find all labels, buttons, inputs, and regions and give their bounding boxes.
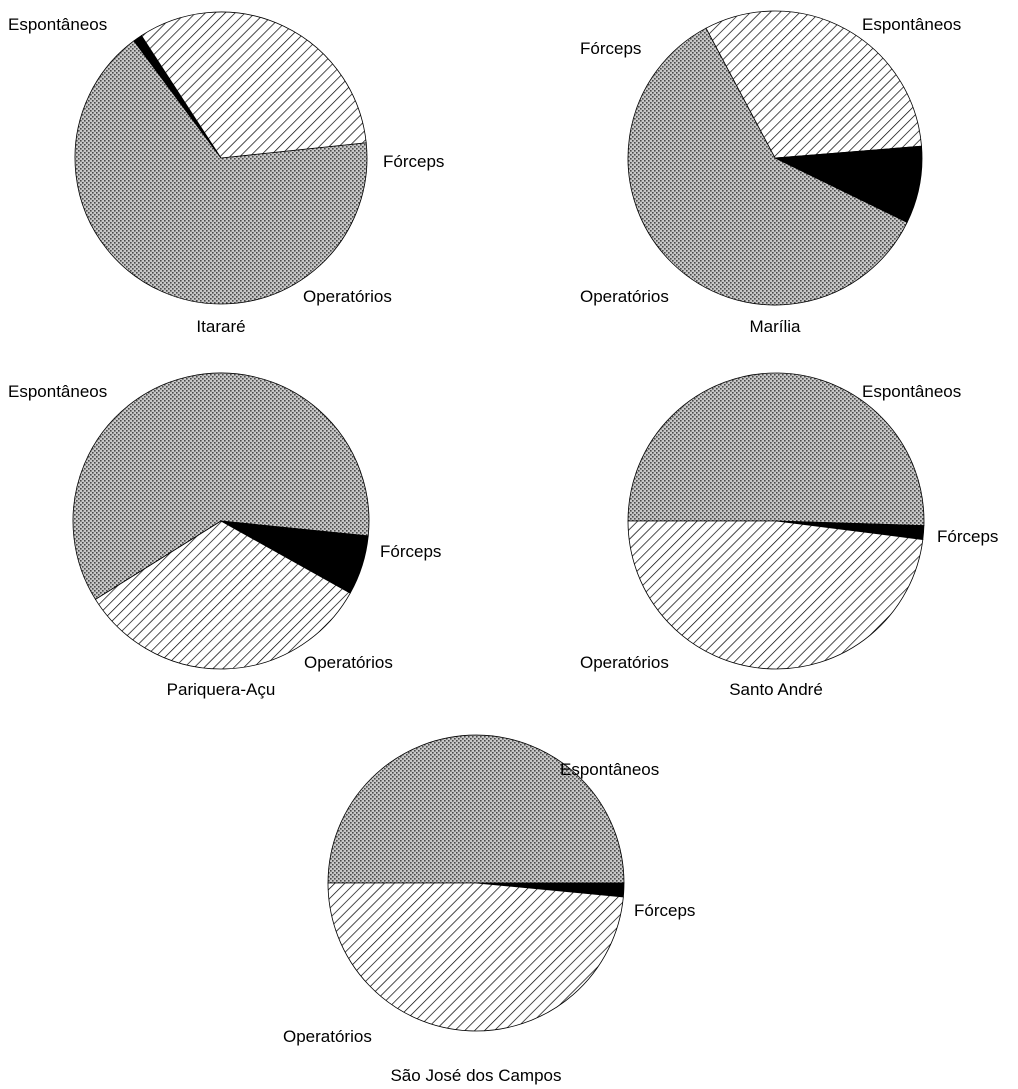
pie-chart-marilia: Espontâneos Fórceps Operatórios Marília bbox=[580, 10, 961, 336]
pie-slice-operatorios bbox=[140, 11, 367, 159]
chart-title: Marília bbox=[749, 317, 801, 336]
chart-title: Pariquera-Açu bbox=[167, 680, 276, 699]
slice-label-operatorios: Operatórios bbox=[580, 287, 669, 306]
slice-label-forceps: Fórceps bbox=[937, 527, 998, 546]
pie-slice-operatorios bbox=[327, 882, 624, 1032]
slice-label-espontaneos: Espontâneos bbox=[862, 15, 961, 34]
pie-slice-operatorios bbox=[94, 520, 351, 670]
chart-title: Itararé bbox=[196, 317, 245, 336]
slice-label-forceps: Fórceps bbox=[383, 152, 444, 171]
slice-label-espontaneos: Espontâneos bbox=[8, 15, 107, 34]
slice-label-operatorios: Operatórios bbox=[283, 1027, 372, 1046]
slice-label-espontaneos: Espontâneos bbox=[8, 382, 107, 401]
slice-label-forceps: Fórceps bbox=[580, 39, 641, 58]
slice-label-forceps: Fórceps bbox=[380, 542, 441, 561]
slice-label-espontaneos: Espontâneos bbox=[862, 382, 961, 401]
slice-label-operatorios: Operatórios bbox=[580, 653, 669, 672]
slice-label-forceps: Fórceps bbox=[634, 901, 695, 920]
slice-label-operatorios: Operatórios bbox=[303, 287, 392, 306]
pie-slice-operatorios bbox=[627, 27, 908, 306]
pie-chart-itarare: Espontâneos Fórceps Operatórios Itararé bbox=[8, 11, 444, 336]
pie-chart-sao-jose-dos-campos: Espontâneos Fórceps Operatórios São José do… bbox=[283, 734, 695, 1085]
pie-slice-operatorios bbox=[627, 520, 924, 670]
pie-chart-pariquera-acu: Espontâneos Fórceps Operatórios Pariquera-A… bbox=[8, 372, 441, 699]
chart-title: Santo André bbox=[729, 680, 823, 699]
chart-title: São José dos Campos bbox=[390, 1066, 561, 1085]
pie-slice-espontaneos bbox=[627, 372, 925, 527]
pie-slice-espontaneos bbox=[705, 10, 922, 159]
pie-slice-espontaneos bbox=[74, 40, 368, 305]
slice-label-operatorios: Operatórios bbox=[304, 653, 393, 672]
pie-chart-santo-andre: Espontâneos Fórceps Operatórios Santo André bbox=[580, 372, 998, 699]
slice-label-espontaneos: Espontâneos bbox=[560, 760, 659, 779]
pie-slice-espontaneos bbox=[72, 372, 370, 600]
pie-slice-espontaneos bbox=[327, 734, 625, 884]
